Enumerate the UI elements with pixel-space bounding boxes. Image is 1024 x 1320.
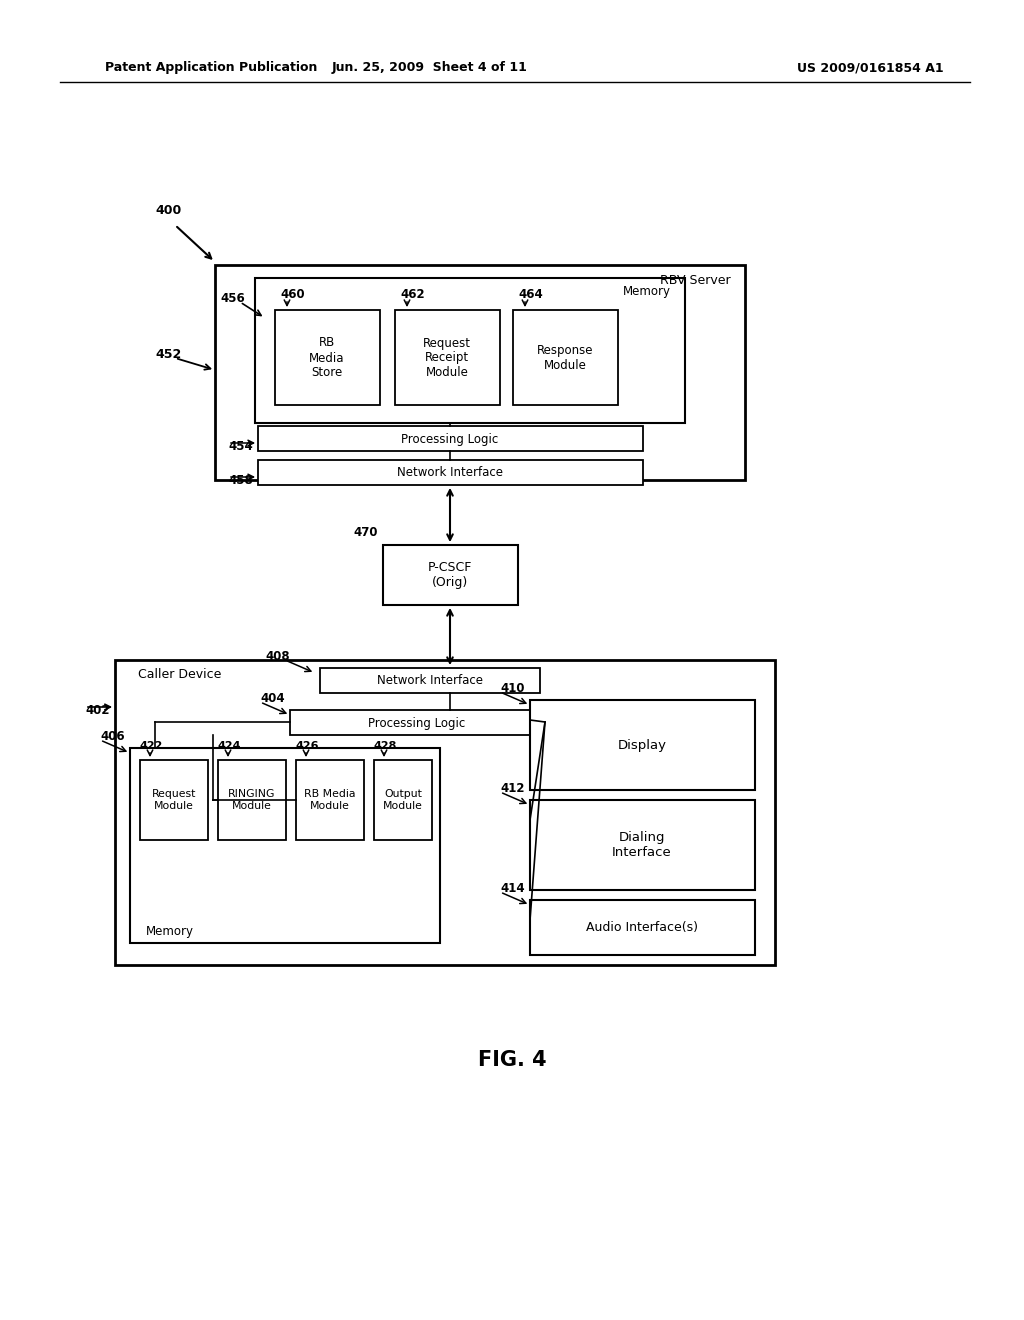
Bar [290, 710, 545, 735]
Text: Dialing
Interface: Dialing Interface [612, 832, 672, 859]
Bar [383, 545, 518, 605]
Text: 452: 452 [155, 348, 181, 362]
Text: RINGING
Module: RINGING Module [228, 789, 275, 810]
Text: Caller Device: Caller Device [138, 668, 221, 681]
Text: 406: 406 [100, 730, 125, 742]
Text: Request
Receipt
Module: Request Receipt Module [423, 337, 471, 380]
Text: 458: 458 [228, 474, 253, 487]
Text: Response
Module: Response Module [537, 345, 593, 372]
Text: 462: 462 [400, 289, 425, 301]
Text: P-CSCF
(Orig): P-CSCF (Orig) [428, 561, 472, 589]
Text: Network Interface: Network Interface [377, 675, 483, 688]
Bar [395, 310, 500, 405]
Text: 400: 400 [155, 203, 181, 216]
Text: 454: 454 [228, 440, 253, 453]
Text: Network Interface: Network Interface [397, 466, 503, 479]
Text: Jun. 25, 2009  Sheet 4 of 11: Jun. 25, 2009 Sheet 4 of 11 [332, 62, 528, 74]
Text: 464: 464 [518, 289, 543, 301]
Text: 412: 412 [501, 781, 525, 795]
Bar [530, 700, 755, 789]
Text: 428: 428 [374, 741, 397, 751]
Bar [215, 265, 745, 480]
Text: 424: 424 [218, 741, 242, 751]
Text: Memory: Memory [623, 285, 671, 298]
Bar [140, 760, 208, 840]
Text: 460: 460 [280, 289, 304, 301]
Text: Audio Interface(s): Audio Interface(s) [586, 921, 698, 935]
Bar [258, 459, 643, 484]
Text: 426: 426 [296, 741, 319, 751]
Text: Request
Module: Request Module [152, 789, 197, 810]
Bar [275, 310, 380, 405]
Text: 414: 414 [501, 882, 525, 895]
Text: Processing Logic: Processing Logic [369, 717, 466, 730]
Text: 410: 410 [501, 681, 525, 694]
Text: Display: Display [617, 738, 667, 751]
Bar [115, 660, 775, 965]
Text: FIG. 4: FIG. 4 [477, 1049, 547, 1071]
Text: Processing Logic: Processing Logic [401, 433, 499, 446]
Text: Memory: Memory [146, 924, 194, 937]
Bar [296, 760, 364, 840]
Bar [130, 748, 440, 942]
Text: Patent Application Publication: Patent Application Publication [105, 62, 317, 74]
Bar [319, 668, 540, 693]
Text: 456: 456 [220, 292, 245, 305]
Bar [530, 800, 755, 890]
Bar [218, 760, 286, 840]
Bar [530, 900, 755, 954]
Bar [513, 310, 618, 405]
Text: 470: 470 [353, 525, 378, 539]
Text: RB Media
Module: RB Media Module [304, 789, 355, 810]
Text: 404: 404 [260, 692, 285, 705]
Text: US 2009/0161854 A1: US 2009/0161854 A1 [797, 62, 943, 74]
Text: 422: 422 [140, 741, 164, 751]
Text: RB
Media
Store: RB Media Store [309, 337, 345, 380]
Text: 408: 408 [265, 649, 290, 663]
Text: 402: 402 [85, 704, 110, 717]
Bar [258, 426, 643, 451]
Bar [374, 760, 432, 840]
Bar [255, 279, 685, 422]
Text: RBV Server: RBV Server [659, 273, 730, 286]
Text: Output
Module: Output Module [383, 789, 423, 810]
